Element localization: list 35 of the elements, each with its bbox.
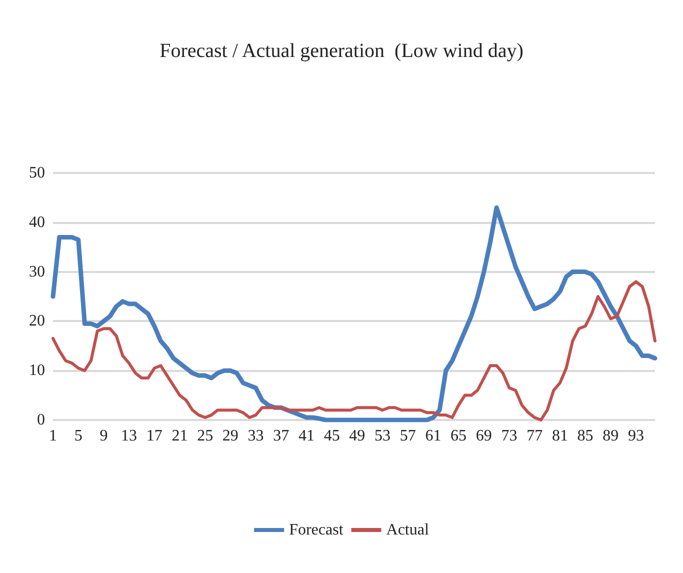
y-tick-label: 50 <box>29 164 45 182</box>
x-tick-label: 65 <box>450 428 467 444</box>
x-tick-label: 45 <box>324 428 340 444</box>
y-tick-label: 0 <box>37 412 45 428</box>
legend-label: Forecast <box>289 522 344 538</box>
x-tick-label: 81 <box>552 428 568 444</box>
x-tick-label: 9 <box>100 428 108 444</box>
x-tick-label: 37 <box>273 428 290 444</box>
x-tick-label: 77 <box>526 428 543 444</box>
x-tick-label: 5 <box>74 428 82 444</box>
x-tick-label: 53 <box>374 428 391 444</box>
line-series <box>52 280 656 422</box>
x-tick-label: 73 <box>501 428 518 444</box>
x-tick-label: 25 <box>197 428 214 444</box>
y-tick-label: 30 <box>29 263 45 280</box>
x-tick-label: 33 <box>248 428 264 444</box>
x-tick-label: 93 <box>628 428 644 444</box>
x-tick-label: 49 <box>349 428 366 444</box>
x-tick-label: 21 <box>172 428 188 444</box>
x-tick-label: 17 <box>146 428 162 444</box>
chart-title: Forecast / Actual generation (Low wind day) <box>160 40 524 62</box>
x-tick-label: 57 <box>400 428 416 444</box>
x-tick-label: 69 <box>476 428 492 444</box>
x-tick-label: 41 <box>298 428 314 444</box>
legend-label: Actual <box>386 522 430 538</box>
y-tick-label: 10 <box>29 362 45 380</box>
x-tick-label: 61 <box>425 428 442 444</box>
line-series <box>50 205 658 422</box>
x-tick-label: 13 <box>121 428 138 444</box>
x-tick-label: 89 <box>602 428 619 444</box>
y-tick-label: 40 <box>29 214 45 231</box>
x-tick-label: 1 <box>49 428 57 444</box>
x-tick-label: 29 <box>222 428 238 444</box>
y-tick-label: 20 <box>29 312 45 330</box>
x-tick-label: 85 <box>577 428 594 444</box>
